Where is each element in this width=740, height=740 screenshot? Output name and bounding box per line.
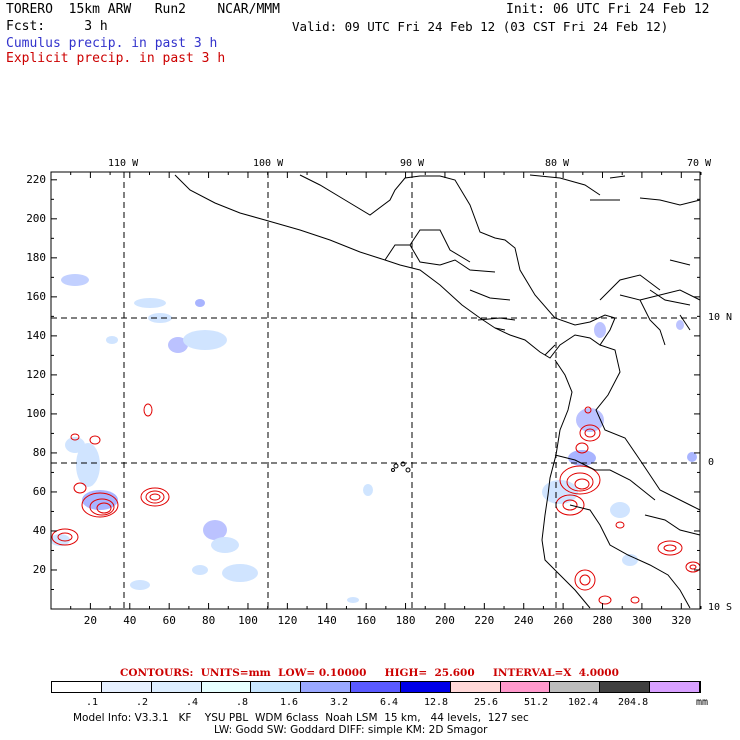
cumulus-precip-areas — [50, 274, 697, 603]
lat-lon-grid — [51, 172, 700, 609]
x-tick-label: 20 — [83, 614, 98, 627]
colorbar-swatch — [450, 682, 501, 692]
colorbar-swatch — [151, 682, 202, 692]
colorbar-label: 51.2 — [524, 697, 549, 708]
explicit-precip-label: Explicit precip. in past 3 h — [6, 51, 226, 66]
colorbar-label: 6.4 — [380, 697, 399, 708]
model-info: Model Info: V3.3.1 KF YSU PBL WDM 6class… — [73, 712, 529, 724]
x-tick-label: 220 — [474, 614, 495, 627]
y-tick-label: 200 — [26, 211, 47, 225]
colorbar-label: .2 — [136, 697, 149, 708]
y-tick-label: 80 — [32, 445, 47, 459]
colorbar-label: 102.4 — [568, 697, 599, 708]
colorbar-label: 1.6 — [280, 697, 299, 708]
y-tick-label: 40 — [32, 523, 47, 537]
lon-label-70w: 70 W — [687, 158, 712, 169]
y-tick-label: 180 — [26, 250, 47, 264]
colorbar-swatch — [500, 682, 551, 692]
x-tick-label: 40 — [123, 614, 137, 627]
coastlines — [174, 174, 701, 609]
colorbar-swatch — [650, 682, 700, 692]
x-tick-label: 160 — [356, 614, 377, 627]
lon-label-90w: 90 W — [400, 158, 425, 169]
lon-label-100w: 100 W — [253, 158, 284, 169]
y-tick-label: 20 — [32, 562, 47, 576]
x-tick-label: 180 — [395, 614, 416, 627]
x-tick-label: 80 — [201, 614, 216, 627]
colorbar-swatch — [400, 682, 451, 692]
x-tick-label: 300 — [632, 614, 652, 627]
x-tick-label: 260 — [553, 614, 574, 627]
cumulus-precip-label: Cumulus precip. in past 3 h — [6, 36, 218, 51]
contour-info: CONTOURS: UNITS=mm LOW= 0.10000 HIGH= 25… — [120, 667, 619, 679]
y-tick-label: 60 — [32, 484, 47, 498]
x-tick-label: 280 — [592, 614, 613, 627]
colorbar-swatch — [251, 682, 302, 692]
header-valid-time: Valid: 09 UTC Fri 24 Feb 12 (03 CST Fri … — [292, 19, 669, 34]
x-tick-label: 120 — [277, 614, 298, 627]
colorbar-label: 204.8 — [618, 697, 649, 708]
header-init-time: Init: 06 UTC Fri 24 Feb 12 — [506, 2, 710, 17]
model-physics: LW: Godd SW: Goddard DIFF: simple KM: 2D… — [214, 724, 488, 736]
colorbar-label: .8 — [236, 697, 249, 708]
colorbar-label: .4 — [186, 697, 199, 708]
x-tick-label: 240 — [513, 614, 534, 627]
colorbar-label: .1 — [86, 697, 99, 708]
colorbar-swatch — [101, 682, 152, 692]
explicit-precip-contours — [51, 403, 701, 605]
y-tick-label: 120 — [26, 367, 47, 381]
x-tick-label: 60 — [162, 614, 176, 627]
colorbar-swatch — [550, 682, 601, 692]
colorbar-swatch — [201, 682, 252, 692]
x-tick-label: 320 — [671, 614, 692, 627]
y-tick-label: 220 — [26, 172, 47, 186]
x-tick-label: 140 — [316, 614, 337, 627]
lon-label-110w: 110 W — [108, 158, 139, 169]
colorbar-label: 25.6 — [474, 697, 499, 708]
colorbar-swatch — [52, 682, 102, 692]
colorbar-label: 12.8 — [424, 697, 449, 708]
map-frame — [50, 171, 701, 610]
header-forecast-hour: Fcst: 3 h — [6, 19, 108, 34]
colorbar-swatch — [351, 682, 401, 692]
colorbar — [51, 681, 701, 693]
colorbar-label: 3.2 — [330, 697, 349, 708]
y-tick-label: 100 — [26, 406, 47, 420]
colorbar-swatch — [600, 682, 651, 692]
lat-label-10n: 10 N — [708, 312, 733, 323]
x-tick-label: 200 — [435, 614, 455, 627]
lat-label-0: 0 — [708, 457, 715, 468]
y-tick-label: 140 — [26, 328, 47, 342]
colorbar-swatch — [301, 682, 352, 692]
colorbar-unit: mm — [696, 697, 709, 708]
y-tick-label: 160 — [26, 289, 47, 303]
lat-label-10s: 10 S — [708, 602, 733, 613]
axis-ticks — [50, 172, 702, 610]
lon-label-80w: 80 W — [545, 158, 570, 169]
x-tick-label: 100 — [238, 614, 258, 627]
header-title: TORERO 15km ARW Run2 NCAR/MMM — [6, 2, 280, 17]
